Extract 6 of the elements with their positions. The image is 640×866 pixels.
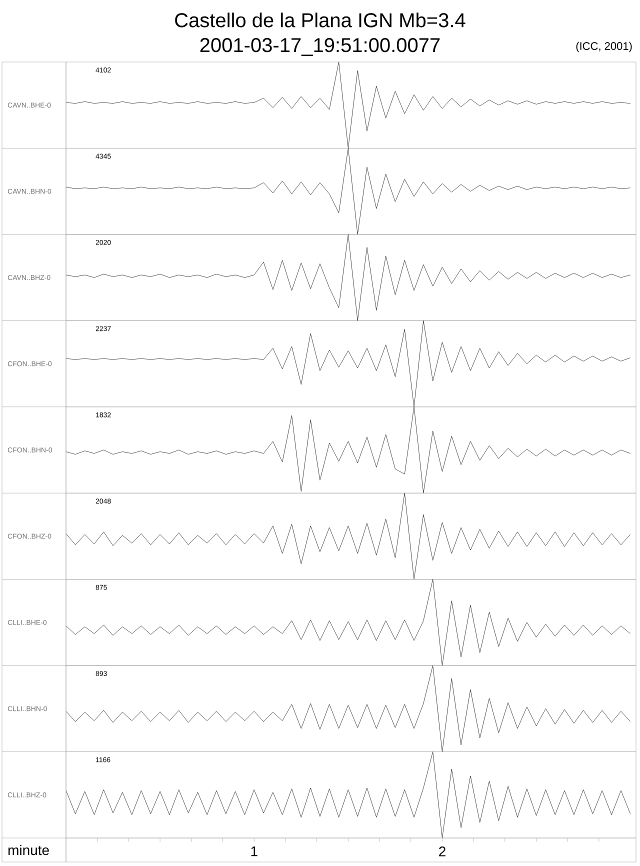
- x-tick-label: 1: [251, 846, 258, 856]
- text: (ICC, 2001): [576, 42, 632, 52]
- chart-title: Castello de la Plana IGN Mb=3.4: [175, 12, 466, 28]
- chart-subtitle: 2001-03-17_19:51:00.0077: [200, 38, 440, 56]
- x-tick-label: 2: [439, 846, 446, 856]
- x-axis-title: minute: [8, 844, 49, 856]
